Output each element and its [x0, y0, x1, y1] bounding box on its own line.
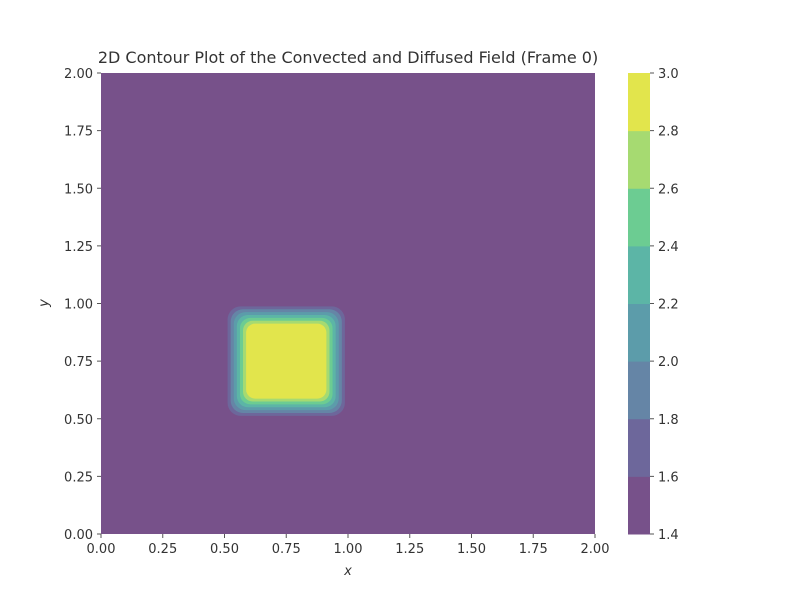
colorbar-tick-label: 3.0: [658, 67, 679, 82]
colorbar-tick-label: 1.8: [658, 413, 679, 428]
x-tick-label: 0.00: [87, 542, 116, 557]
colorbar-segment-7: [628, 130, 650, 189]
y-tick-label: 2.00: [64, 67, 93, 82]
colorbar-tick-label: 2.4: [658, 240, 679, 255]
colorbar-segment-3: [628, 361, 650, 420]
colorbar-tick-label: 1.6: [658, 470, 679, 485]
colorbar-segment-4: [628, 303, 650, 362]
colorbar: 1.4 1.6 1.8 2.0 2.2 2.4 2.6 2.8 3.0: [628, 67, 679, 543]
x-tick-label: 0.50: [210, 542, 239, 557]
y-tick-label: 0.00: [64, 528, 93, 543]
colorbar-tick-label: 1.4: [658, 528, 679, 543]
colorbar-tick-label: 2.6: [658, 182, 679, 197]
y-tick-label: 1.25: [64, 240, 93, 255]
colorbar-segment-8: [628, 73, 650, 132]
chart-title: 2D Contour Plot of the Convected and Dif…: [98, 48, 598, 67]
colorbar-tick-label: 2.2: [658, 298, 679, 313]
x-tick-label: 0.75: [272, 542, 301, 557]
y-tick-label: 0.25: [64, 470, 93, 485]
x-tick-label: 1.75: [519, 542, 548, 557]
x-tick-label: 1.00: [334, 542, 363, 557]
colorbar-segment-5: [628, 245, 650, 304]
y-tick-label: 1.75: [64, 125, 93, 140]
y-axis-label: y: [37, 299, 52, 308]
axes: 0.00 0.25 0.50 0.75 1.00 1.25 1.50 1.75 2.00 0.00…: [64, 67, 609, 557]
colorbar-tick-label: 2.8: [658, 125, 679, 140]
colorbar-segment-2: [628, 418, 650, 477]
y-tick-label: 1.00: [64, 298, 93, 313]
contour-band-1: [101, 73, 595, 534]
y-tick-label: 0.50: [64, 413, 93, 428]
contour-band-8: [246, 323, 327, 399]
colorbar-segment-1: [628, 476, 650, 535]
x-axis-label: x: [343, 564, 352, 579]
x-tick-label: 0.25: [148, 542, 177, 557]
y-tick-label: 1.50: [64, 182, 93, 197]
x-tick-label: 1.50: [457, 542, 486, 557]
y-tick-label: 0.75: [64, 355, 93, 370]
x-tick-label: 2.00: [581, 542, 610, 557]
x-tick-label: 1.25: [395, 542, 424, 557]
colorbar-tick-label: 2.0: [658, 355, 679, 370]
colorbar-segment-6: [628, 188, 650, 247]
plot-area: [101, 73, 595, 534]
